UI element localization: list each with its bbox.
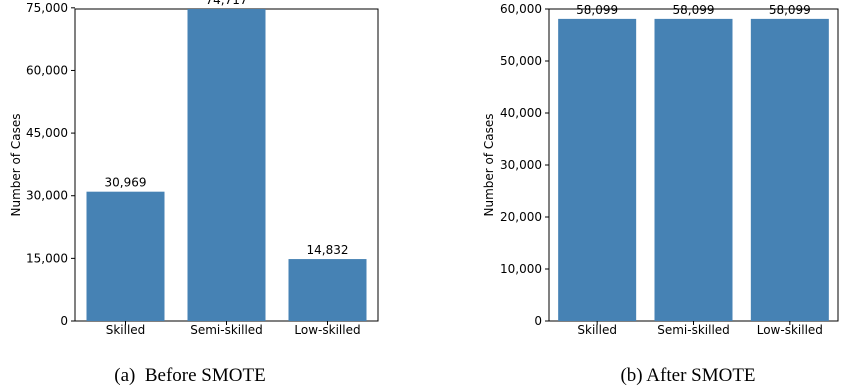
x-tick-label: Low-skilled (294, 323, 360, 337)
bar (750, 18, 829, 322)
bar (654, 18, 733, 322)
y-tick-label: 40,000 (500, 106, 542, 120)
y-tick-label: 20,000 (500, 210, 542, 224)
bar-value-label: 58,099 (673, 3, 715, 17)
panel-caption: (a) Before SMOTE (114, 365, 265, 386)
y-tick-label: 10,000 (500, 262, 542, 276)
y-tick-label: 60,000 (500, 2, 542, 16)
bar-value-label: 14,832 (307, 243, 349, 257)
chart-panel-after-smote: 0 10,000 20,000 30,000 40,000 50,000 60,000 58,… (482, 2, 839, 386)
y-tick-label: 30,000 (500, 158, 542, 172)
bar-value-label: 74,717 (206, 0, 248, 7)
y-tick-label: 30,000 (26, 189, 68, 203)
y-axis-label: Number of Cases (482, 113, 496, 216)
y-tick-label: 15,000 (26, 251, 68, 265)
y-tick-label: 60,000 (26, 63, 68, 77)
bar-value-label: 58,099 (769, 3, 811, 17)
y-axis-label: Number of Cases (9, 113, 23, 216)
panel-caption: (b) After SMOTE (620, 365, 755, 386)
bar-value-label: 30,969 (105, 176, 147, 190)
chart-panel-before-smote: 0 15,000 30,000 45,000 60,000 75,000 30,969 Ski… (9, 0, 379, 386)
x-tick-label: Skilled (106, 323, 146, 337)
bar (187, 9, 266, 321)
y-tick-label: 50,000 (500, 54, 542, 68)
bar (288, 259, 367, 321)
y-tick-label: 45,000 (26, 126, 68, 140)
x-tick-label: Low-skilled (757, 323, 823, 337)
x-tick-label: Semi-skilled (657, 323, 730, 337)
y-tick-label: 75,000 (26, 1, 68, 15)
y-tick-label: 0 (534, 314, 542, 328)
x-tick-label: Skilled (577, 323, 617, 337)
bar (86, 191, 165, 321)
x-tick-label: Semi-skilled (190, 323, 263, 337)
y-tick-label: 0 (60, 314, 68, 328)
bar-value-label: 58,099 (576, 3, 618, 17)
bar (558, 18, 637, 322)
